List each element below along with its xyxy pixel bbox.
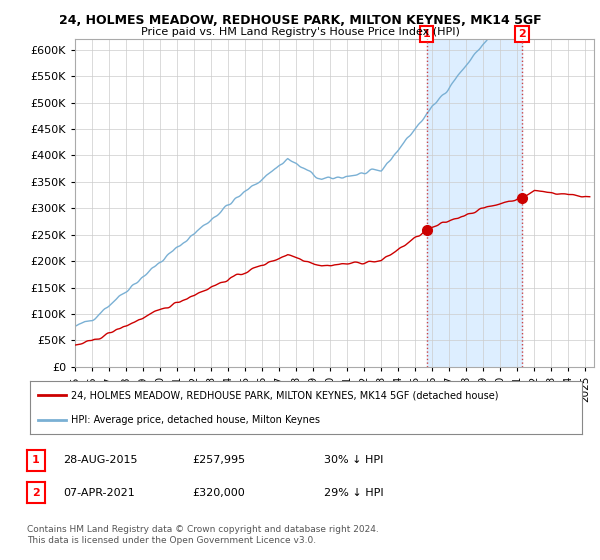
Text: 28-AUG-2015: 28-AUG-2015 — [63, 455, 137, 465]
Text: 29% ↓ HPI: 29% ↓ HPI — [324, 488, 383, 498]
Text: Contains HM Land Registry data © Crown copyright and database right 2024.
This d: Contains HM Land Registry data © Crown c… — [27, 525, 379, 545]
Text: 30% ↓ HPI: 30% ↓ HPI — [324, 455, 383, 465]
Text: 2: 2 — [32, 488, 40, 498]
Text: £257,995: £257,995 — [192, 455, 245, 465]
Bar — [427, 39, 522, 367]
Text: 24, HOLMES MEADOW, REDHOUSE PARK, MILTON KEYNES, MK14 5GF (detached house): 24, HOLMES MEADOW, REDHOUSE PARK, MILTON… — [71, 390, 499, 400]
Text: 1: 1 — [422, 29, 430, 39]
Text: £320,000: £320,000 — [192, 488, 245, 498]
Text: 1: 1 — [32, 455, 40, 465]
Text: 07-APR-2021: 07-APR-2021 — [63, 488, 135, 498]
Text: 24, HOLMES MEADOW, REDHOUSE PARK, MILTON KEYNES, MK14 5GF: 24, HOLMES MEADOW, REDHOUSE PARK, MILTON… — [59, 14, 541, 27]
Text: HPI: Average price, detached house, Milton Keynes: HPI: Average price, detached house, Milt… — [71, 414, 320, 424]
Text: Price paid vs. HM Land Registry's House Price Index (HPI): Price paid vs. HM Land Registry's House … — [140, 27, 460, 37]
Text: 2: 2 — [518, 29, 526, 39]
